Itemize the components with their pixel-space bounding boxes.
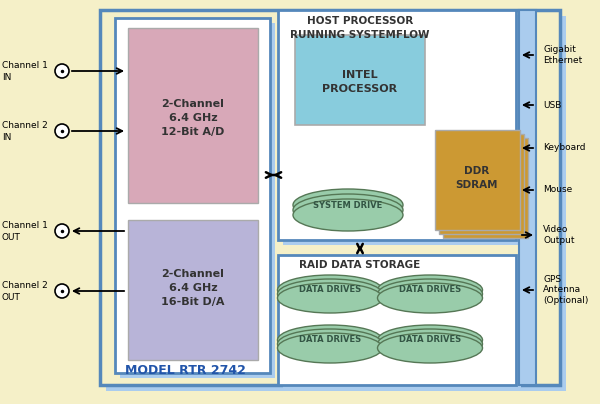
Bar (128, 220, 258, 360)
Bar (295, 35, 425, 125)
Bar (435, 130, 520, 230)
Ellipse shape (277, 329, 383, 359)
Bar (439, 134, 524, 234)
Text: OUT: OUT (2, 232, 21, 242)
Text: OUT: OUT (2, 292, 21, 301)
Text: IN: IN (2, 133, 11, 141)
Circle shape (55, 64, 69, 78)
Bar (100, 10, 560, 385)
Text: Keyboard: Keyboard (543, 143, 586, 152)
Bar (106, 16, 566, 391)
Ellipse shape (377, 325, 482, 355)
Bar (128, 28, 258, 203)
Text: DATA DRIVES: DATA DRIVES (299, 335, 361, 345)
Text: Channel 1: Channel 1 (2, 61, 48, 69)
Text: INTEL
PROCESSOR: INTEL PROCESSOR (322, 70, 398, 94)
Ellipse shape (293, 194, 403, 226)
Text: Gigabit
Ethernet: Gigabit Ethernet (543, 45, 582, 65)
Text: DDR
SDRAM: DDR SDRAM (456, 166, 498, 189)
Text: Video
Output: Video Output (543, 225, 575, 245)
Text: RAID DATA STORAGE: RAID DATA STORAGE (299, 260, 421, 270)
Ellipse shape (377, 333, 482, 363)
Text: IN: IN (2, 72, 11, 82)
Ellipse shape (277, 325, 383, 355)
Text: MODEL RTR 2742: MODEL RTR 2742 (125, 364, 245, 377)
Bar (120, 23, 275, 378)
Bar (278, 255, 516, 385)
Text: Channel 2: Channel 2 (2, 280, 48, 290)
Text: Channel 1: Channel 1 (2, 221, 48, 229)
Text: Channel 2: Channel 2 (2, 120, 48, 130)
Ellipse shape (293, 199, 403, 231)
Bar (278, 10, 516, 240)
Ellipse shape (277, 275, 383, 305)
Text: GPS
Antenna
(Optional): GPS Antenna (Optional) (543, 275, 589, 305)
Ellipse shape (377, 275, 482, 305)
Bar (283, 15, 521, 245)
Ellipse shape (277, 279, 383, 309)
Ellipse shape (277, 333, 383, 363)
Bar (443, 138, 528, 238)
Text: SYSTEM DRIVE: SYSTEM DRIVE (313, 200, 383, 210)
Text: 2-Channel
6.4 GHz
16-Bit D/A: 2-Channel 6.4 GHz 16-Bit D/A (161, 269, 225, 307)
Text: DATA DRIVES: DATA DRIVES (399, 286, 461, 295)
Circle shape (55, 124, 69, 138)
Circle shape (55, 224, 69, 238)
Text: USB: USB (543, 101, 562, 109)
Text: 2-Channel
6.4 GHz
12-Bit A/D: 2-Channel 6.4 GHz 12-Bit A/D (161, 99, 224, 137)
Ellipse shape (377, 329, 482, 359)
Circle shape (55, 284, 69, 298)
Bar (283, 260, 521, 390)
Text: DATA DRIVES: DATA DRIVES (299, 286, 361, 295)
Bar (115, 18, 270, 373)
Ellipse shape (277, 283, 383, 313)
Text: DATA DRIVES: DATA DRIVES (399, 335, 461, 345)
Text: Mouse: Mouse (543, 185, 572, 194)
Bar (519, 10, 536, 385)
Ellipse shape (377, 283, 482, 313)
Ellipse shape (377, 279, 482, 309)
Text: HOST PROCESSOR
RUNNING SYSTEMFLOW: HOST PROCESSOR RUNNING SYSTEMFLOW (290, 17, 430, 40)
Ellipse shape (293, 189, 403, 221)
